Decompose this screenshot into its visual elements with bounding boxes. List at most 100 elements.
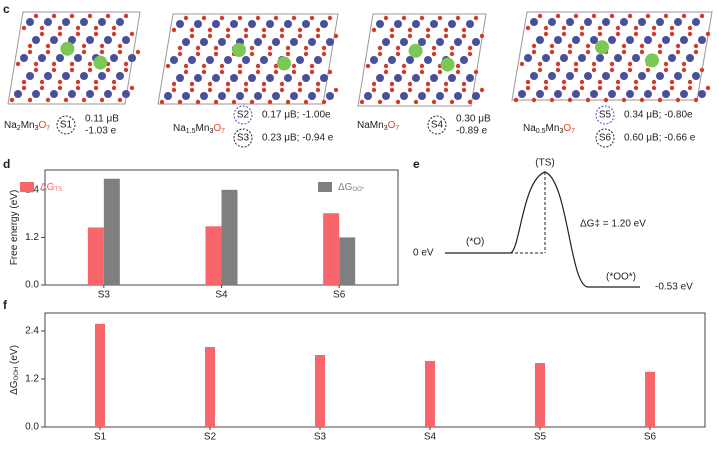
site-value: 0.60 μB; -0.66 e xyxy=(624,133,696,144)
atom xyxy=(266,74,274,82)
atom xyxy=(376,74,384,82)
atom xyxy=(272,38,280,46)
atom xyxy=(579,31,585,37)
site-circle xyxy=(427,115,447,135)
atom xyxy=(472,38,480,46)
atom xyxy=(321,99,327,105)
atom xyxy=(663,13,669,19)
atom xyxy=(371,27,377,33)
atom xyxy=(412,74,420,82)
atom xyxy=(26,72,34,80)
atom xyxy=(230,20,238,28)
atom xyxy=(443,87,449,93)
atom xyxy=(50,90,58,98)
atom xyxy=(686,54,694,62)
atom xyxy=(389,33,395,39)
atom xyxy=(320,20,328,28)
atom xyxy=(297,87,303,93)
atom xyxy=(400,38,408,46)
atom xyxy=(466,74,474,82)
atom xyxy=(93,31,99,37)
bar xyxy=(103,178,120,285)
atom xyxy=(608,90,616,98)
atom xyxy=(189,81,195,87)
formula-part: Mn xyxy=(21,120,35,131)
energy-label: -0.53 eV xyxy=(655,282,693,293)
legend-label: ΔGOO* xyxy=(338,182,365,193)
site-label: S6 xyxy=(599,133,612,144)
atom xyxy=(455,69,461,75)
atom xyxy=(321,51,327,57)
y-label-sub: OOH xyxy=(14,367,20,381)
atom xyxy=(408,43,423,58)
atom xyxy=(308,92,316,100)
y-tick-label: 1.2 xyxy=(25,232,39,243)
atom xyxy=(200,38,208,46)
atom xyxy=(573,61,579,67)
plot-frame xyxy=(44,312,706,428)
atom xyxy=(530,72,538,80)
cell xyxy=(511,11,713,101)
atom xyxy=(395,45,401,51)
atom xyxy=(80,18,88,26)
atom xyxy=(189,27,195,33)
site-value: -0.89 e xyxy=(456,126,488,137)
panel-label: d xyxy=(3,157,10,171)
atom xyxy=(620,72,628,80)
atom xyxy=(687,31,693,37)
atom xyxy=(21,25,27,31)
atom xyxy=(603,97,609,103)
atom xyxy=(467,45,473,51)
atom xyxy=(326,92,334,100)
atom xyxy=(412,20,420,28)
atom xyxy=(266,20,274,28)
legend-name: ΔG xyxy=(40,182,55,193)
atom xyxy=(669,25,675,31)
atom xyxy=(63,97,69,103)
atom xyxy=(440,57,455,72)
atom xyxy=(566,18,574,26)
atom xyxy=(68,36,76,44)
atom xyxy=(407,33,413,39)
atom xyxy=(572,36,580,44)
atom xyxy=(39,85,45,91)
atom xyxy=(543,79,549,85)
atom xyxy=(201,15,207,21)
legend-swatch xyxy=(20,182,34,192)
atom xyxy=(395,99,401,105)
site-value: 0.17 μB; -1.00e xyxy=(262,110,331,121)
atom xyxy=(279,81,285,87)
x-tick-label: S3 xyxy=(314,432,327,443)
atom xyxy=(365,63,371,69)
atom xyxy=(290,38,298,46)
formula-part: Mn xyxy=(196,123,210,134)
atom xyxy=(561,25,567,31)
atom xyxy=(308,38,316,46)
atom xyxy=(413,99,419,105)
atom xyxy=(555,67,561,73)
atom xyxy=(578,54,586,62)
site-label: S5 xyxy=(599,110,612,121)
atom xyxy=(195,45,201,51)
atom xyxy=(60,41,75,56)
y-label-main: ΔG xyxy=(9,380,20,395)
formula-part: O xyxy=(388,120,396,131)
atom xyxy=(303,51,309,57)
atom xyxy=(249,99,255,105)
atom xyxy=(406,56,414,64)
atom xyxy=(359,99,365,105)
site-label: S2 xyxy=(237,110,250,121)
atom xyxy=(389,27,395,33)
atom xyxy=(189,33,195,39)
atom xyxy=(638,72,646,80)
atom xyxy=(33,61,39,67)
atom xyxy=(279,27,285,33)
atom xyxy=(364,92,372,100)
atom xyxy=(371,81,377,87)
atom xyxy=(651,31,657,37)
atom xyxy=(467,99,473,105)
atom xyxy=(123,13,129,19)
atom xyxy=(243,33,249,39)
site-circle xyxy=(233,105,253,125)
atom xyxy=(419,15,425,21)
